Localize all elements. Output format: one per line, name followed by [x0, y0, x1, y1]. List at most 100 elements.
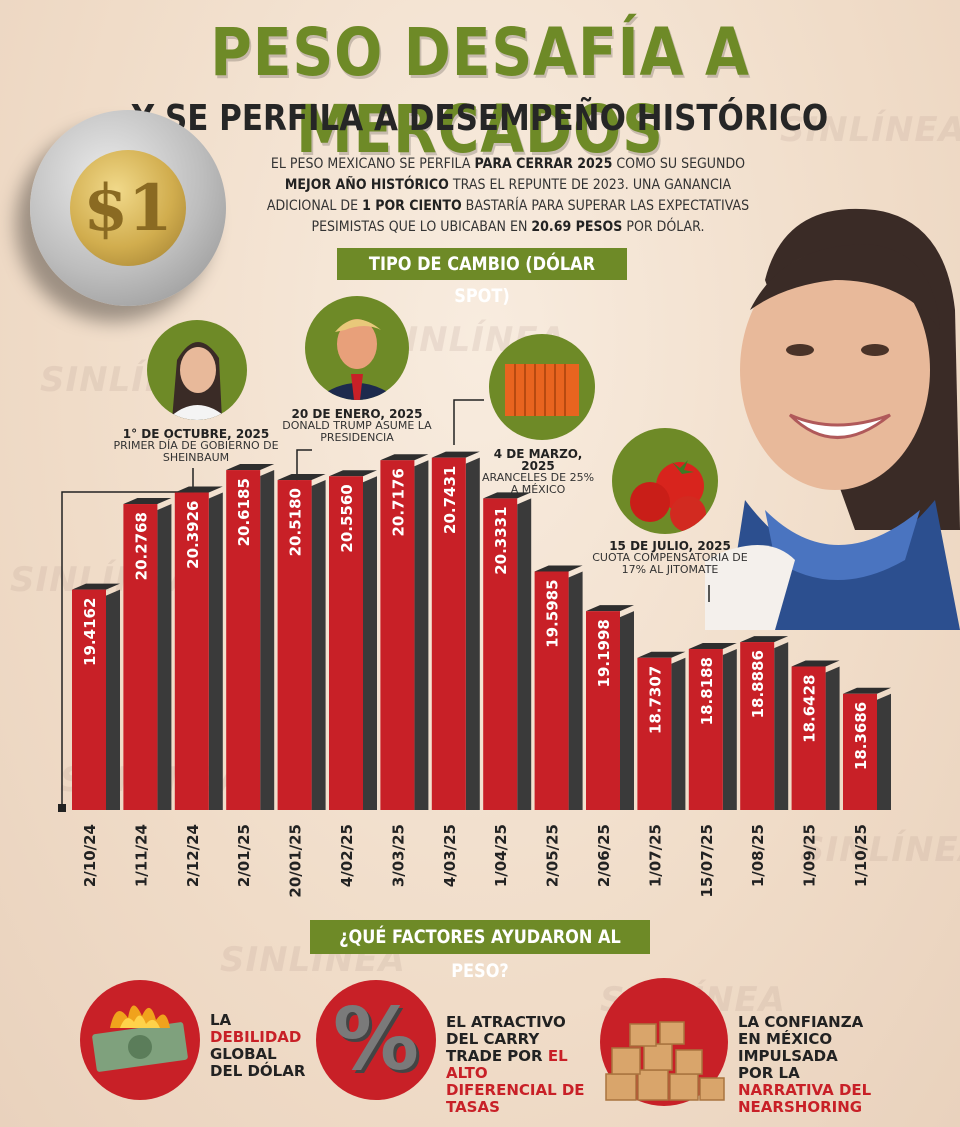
coin-icon: 2009 $1 [30, 110, 226, 306]
bar-shadow [208, 492, 223, 810]
bar-value-label: 20.3926 [184, 501, 202, 569]
bar-top [637, 651, 686, 658]
bar [174, 492, 209, 810]
trump-photo [305, 296, 409, 400]
bar [431, 457, 466, 810]
bar-shadow [671, 657, 686, 810]
factor-text: EL ATRACTIVO DEL CARRY TRADE POR EL ALTO… [446, 1014, 596, 1116]
x-tick-label: 15/07/25 [698, 824, 716, 898]
bar-value-label: 20.7176 [389, 468, 407, 536]
bar-shadow [722, 649, 737, 810]
factor-text-part: EL ATRACTIVO DEL CARRY TRADE POR [446, 1013, 566, 1065]
factor-text-highlight: DEBILIDAD [210, 1028, 302, 1046]
x-tick-label: 2/01/25 [235, 824, 253, 887]
connector-end [58, 804, 66, 812]
bar-shadow [106, 589, 120, 810]
bar-value-label: 20.7431 [441, 466, 459, 534]
x-tick-label: 4/03/25 [441, 824, 459, 887]
bar-top [431, 451, 480, 458]
bar-top [226, 464, 275, 471]
annotation-sheinbaum: 1° DE OCTUBRE, 2025 PRIMER DÍA DE GOBIER… [112, 428, 280, 464]
factor-text-part: GLOBAL DEL DÓLAR [210, 1045, 306, 1080]
bar-shadow [363, 476, 377, 810]
bar [226, 470, 261, 810]
intro-text: BASTARÍA PARA SUPERAR LAS EXPECTATIVAS P… [311, 198, 750, 235]
bar [123, 504, 158, 810]
bar-top [843, 687, 891, 694]
coin-value: $1 [83, 170, 173, 246]
x-tick-label: 2/12/24 [184, 824, 202, 887]
intro-paragraph: EL PESO MEXICANO SE PERFILA PARA CERRAR … [256, 154, 760, 238]
bar-value-label: 18.7307 [646, 666, 664, 734]
woman-portrait-icon [167, 341, 229, 420]
watermark: SINLÍNEA [780, 110, 960, 150]
intro-text: POR DÓLAR. [622, 219, 705, 235]
x-tick-label: 1/11/24 [132, 824, 150, 887]
bar [740, 642, 775, 810]
x-tick-label: 1/07/25 [646, 824, 664, 887]
x-tick-label: 1/09/25 [801, 824, 819, 887]
bar [843, 693, 877, 810]
annotation-trump: 20 DE ENERO, 2025 DONALD TRUMP ASUME LA … [282, 408, 432, 444]
bar [277, 480, 312, 810]
bar-shadow [414, 460, 429, 810]
x-tick-label: 20/01/25 [287, 824, 305, 898]
bar-shadow [877, 693, 891, 810]
bar [586, 611, 620, 810]
bar-top [329, 470, 377, 477]
bar-value-label: 20.5560 [338, 484, 356, 552]
bar-shadow [465, 457, 480, 810]
bar [380, 460, 415, 810]
boxes-icon [600, 978, 728, 1106]
bar-top [123, 498, 172, 505]
annotation-date: 15 DE JULIO, 2025 [609, 539, 731, 553]
bar-value-label: 19.4162 [81, 598, 99, 666]
chart-label-text: TIPO DE CAMBIO (DÓLAR SPOT) [368, 253, 596, 307]
tomato-icon [630, 460, 706, 532]
bar-top [740, 636, 789, 643]
sheinbaum-photo [147, 320, 247, 420]
intro-bold: 1 POR CIENTO [362, 198, 462, 214]
x-tick-label: 1/10/25 [852, 824, 870, 887]
bar-top [72, 583, 120, 590]
factor-text-part: LA [210, 1011, 232, 1029]
shipping-container-icon [505, 364, 579, 416]
bar [72, 589, 106, 810]
annotation-date: 1° DE OCTUBRE, 2025 [122, 427, 270, 441]
person-portrait [705, 208, 960, 630]
bar-top [277, 474, 326, 481]
factor-text-highlight: EL ALTO DIFERENCIAL DE TASAS [446, 1047, 585, 1116]
bar-value-label: 18.8188 [698, 657, 716, 725]
container-photo [489, 334, 595, 440]
annotation-date: 4 DE MARZO, 2025 [493, 447, 583, 473]
x-tick-label: 2/06/25 [595, 824, 613, 887]
bar-top [534, 565, 583, 572]
bar-shadow [260, 470, 275, 810]
x-tick-label: 2/05/25 [544, 824, 562, 887]
annotation-jitomate: 15 DE JULIO, 2025 CUOTA COMPENSATORIA DE… [590, 540, 750, 576]
factor-text: LA CONFIANZA EN MÉXICO IMPULSADA POR LA … [738, 1014, 878, 1116]
bar-top [483, 492, 532, 499]
bar-value-label: 20.5180 [287, 488, 305, 556]
bar-value-label: 20.6185 [235, 478, 253, 546]
bar-shadow [774, 642, 789, 810]
bar [637, 657, 672, 810]
annotation-text: CUOTA COMPENSATORIA DE 17% AL JITOMATE [592, 551, 748, 576]
intro-bold: PARA CERRAR 2025 [474, 156, 613, 172]
bar-value-label: 18.8886 [749, 650, 767, 718]
bar-value-label: 18.6428 [801, 675, 819, 743]
x-tick-label: 2/10/24 [81, 824, 99, 887]
bar-top [688, 643, 737, 650]
intro-text: COMO SU SEGUNDO [612, 156, 746, 172]
x-tick-label: 1/08/25 [749, 824, 767, 887]
bar [688, 649, 723, 810]
bar-shadow [568, 571, 583, 810]
factor-text: LA DEBILIDAD GLOBAL DEL DÓLAR [210, 1012, 310, 1080]
bar-top [380, 454, 429, 461]
annotation-text: PRIMER DÍA DE GOBIERNO DE SHEINBAUM [113, 439, 279, 464]
bar-top [174, 486, 223, 493]
page-title: PESO DESAFÍA A MERCADOS [210, 14, 750, 168]
intro-text: EL PESO MEXICANO SE PERFILA [270, 156, 475, 172]
bar-shadow [157, 504, 172, 810]
coin-center: $1 [70, 150, 186, 266]
